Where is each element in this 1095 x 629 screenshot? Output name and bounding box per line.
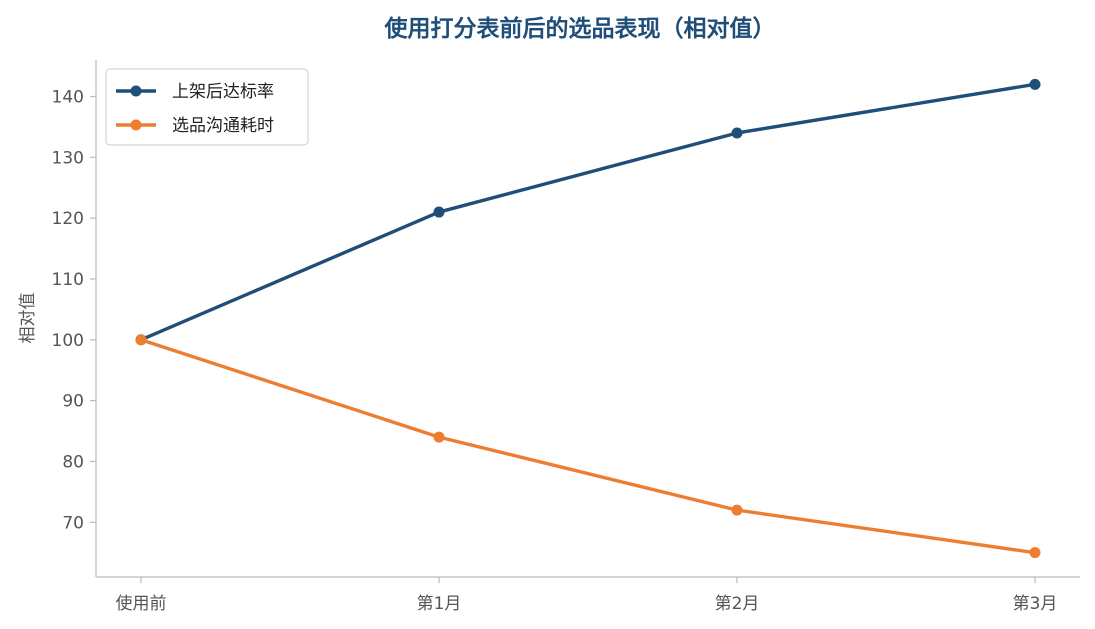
- y-tick-label: 100: [52, 331, 84, 351]
- data-point: [433, 206, 445, 218]
- x-tick-label: 使用前: [116, 593, 167, 614]
- legend-label: 上架后达标率: [172, 82, 274, 102]
- y-tick-label: 140: [52, 87, 84, 107]
- legend-marker: [130, 85, 142, 97]
- data-point: [731, 127, 743, 139]
- data-point: [1029, 547, 1041, 559]
- y-tick-label: 130: [52, 148, 84, 168]
- data-point: [731, 504, 743, 516]
- data-point: [135, 334, 147, 346]
- y-tick-label: 90: [62, 392, 84, 412]
- legend-label: 选品沟通耗时: [172, 116, 274, 136]
- series-line: [139, 338, 1037, 555]
- legend-marker: [130, 119, 142, 131]
- y-axis-label: 相对值: [18, 293, 38, 344]
- series-2: [135, 334, 1041, 559]
- y-tick-label: 80: [62, 452, 84, 472]
- x-tick-label: 第3月: [1013, 594, 1058, 614]
- legend-item: 上架后达标率: [116, 82, 274, 102]
- x-tick-label: 第2月: [715, 594, 760, 614]
- data-point: [433, 431, 445, 443]
- data-point: [1029, 78, 1041, 90]
- series-line: [139, 82, 1037, 342]
- legend-item: 选品沟通耗时: [116, 116, 274, 136]
- y-tick-label: 120: [52, 209, 84, 229]
- y-tick-label: 110: [52, 270, 84, 290]
- legend-box: [105, 68, 309, 146]
- chart-title: 使用打分表前后的选品表现（相对值）: [384, 15, 776, 42]
- x-tick-label: 第1月: [417, 594, 462, 614]
- y-tick-label: 70: [62, 513, 84, 533]
